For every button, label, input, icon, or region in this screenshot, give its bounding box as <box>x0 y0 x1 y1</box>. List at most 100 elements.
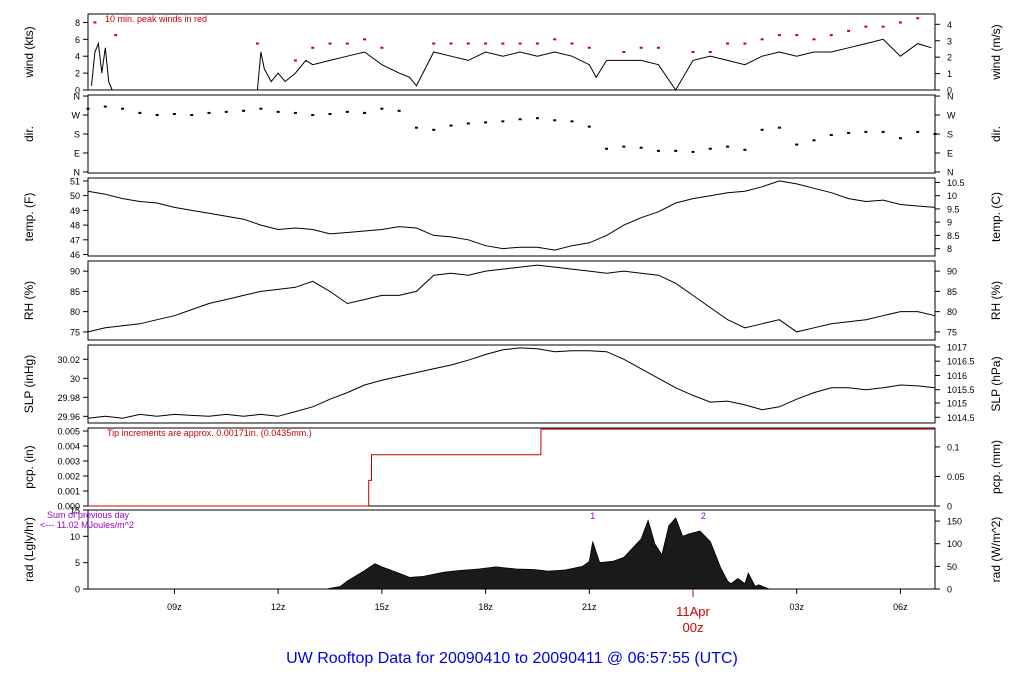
direction-point <box>86 107 90 110</box>
y-right-tick-label: 1016 <box>947 371 967 381</box>
direction-point <box>760 128 764 131</box>
direction-point <box>795 143 799 146</box>
y-tick-label: 29.98 <box>57 393 80 403</box>
y-tick-label: 0.000 <box>57 502 80 512</box>
direction-point <box>847 131 851 134</box>
direction-point <box>622 145 626 148</box>
y-tick-label: W <box>72 111 81 121</box>
panel-frame-temp <box>87 177 936 257</box>
peak-wind-point <box>570 42 574 45</box>
y-right-tick-label: 1015 <box>947 399 967 409</box>
direction-point <box>397 109 401 112</box>
direction-point <box>155 114 159 117</box>
y-right-tick-label: 9.5 <box>947 204 960 214</box>
direction-point <box>484 121 488 124</box>
series-line-pcp <box>88 428 935 507</box>
direction-point <box>121 107 125 110</box>
chart-title: UW Rooftop Data for 20090410 to 20090411… <box>286 650 738 667</box>
direction-point <box>933 133 937 135</box>
direction-point <box>656 149 660 152</box>
y-tick-label: N <box>74 92 81 102</box>
peak-wind-point <box>760 38 764 41</box>
peak-wind-point <box>432 42 436 45</box>
direction-point <box>535 117 539 120</box>
direction-point <box>864 130 868 133</box>
y-right-tick-label: 1 <box>947 69 952 79</box>
y-tick-label: 15 <box>70 506 80 516</box>
peak-wind-point <box>743 42 747 45</box>
y-right-tick-label: 150 <box>947 517 962 527</box>
direction-point <box>363 111 367 114</box>
y-right-tick-label: 10.5 <box>947 178 965 188</box>
y-right-tick-label: N <box>947 92 954 102</box>
peak-wind-point <box>795 34 799 37</box>
y-right-tick-label: 0 <box>947 86 952 96</box>
peak-wind-point <box>916 17 920 20</box>
y-tick-label: 29.96 <box>57 412 80 422</box>
peak-wind-point <box>777 34 781 37</box>
peak-wind-point <box>812 38 816 41</box>
peak-wind-point <box>466 42 470 45</box>
peak-wind-point <box>518 42 522 45</box>
y-right-tick-label: 3 <box>947 36 952 46</box>
direction-point <box>916 130 920 133</box>
direction-point <box>829 134 833 137</box>
y-right-tick-label: N <box>947 167 954 177</box>
y-right-tick-label: 0.05 <box>947 472 965 482</box>
x-tick-label: 06z <box>893 602 908 612</box>
y-axis-label-right-temp: temp. (C) <box>989 192 1003 242</box>
direction-point <box>190 114 194 117</box>
y-tick-label: 5 <box>75 558 80 568</box>
y-axis-label-right-rh: RH (%) <box>989 281 1003 320</box>
direction-point <box>743 148 747 151</box>
direction-point <box>466 122 470 125</box>
direction-point <box>605 147 609 150</box>
y-axis-label-slp: SLP (inHg) <box>22 355 36 413</box>
peak-wind-point <box>622 51 626 53</box>
y-tick-label: 0.002 <box>57 472 80 482</box>
series-line-temp <box>87 180 936 251</box>
y-axis-label-temp: temp. (F) <box>22 193 36 242</box>
peak-wind-point <box>363 38 367 41</box>
direction-point <box>328 112 332 115</box>
y-tick-label: 48 <box>70 221 80 231</box>
y-tick-label: 0.001 <box>57 487 80 497</box>
direction-point <box>691 150 695 153</box>
peak-wind-point <box>449 42 453 45</box>
y-right-tick-label: 100 <box>947 539 962 549</box>
rad-note-line: Sum of previous day <box>47 510 130 520</box>
y-right-tick-label: 4 <box>947 20 952 30</box>
y-right-tick-label: 75 <box>947 327 957 337</box>
x-tick-label: 12z <box>271 602 286 612</box>
y-tick-label: 46 <box>70 250 80 260</box>
y-axis-label-pcp: pcp. (in) <box>22 445 36 488</box>
y-right-tick-label: 1016.5 <box>947 357 975 367</box>
peak-wind-point <box>898 21 902 24</box>
peak-wind-point <box>881 25 885 28</box>
y-tick-label: 0 <box>75 585 80 595</box>
y-axis-label-right-wind: wind (m/s) <box>989 24 1003 80</box>
y-right-tick-label: 8 <box>947 244 952 254</box>
peak-wind-point <box>847 29 851 32</box>
y-tick-label: 6 <box>75 35 80 45</box>
peak-wind-point <box>484 42 488 45</box>
y-axis-label-right-pcp: pcp. (mm) <box>989 440 1003 494</box>
direction-point <box>518 118 522 121</box>
y-tick-label: 85 <box>70 287 80 297</box>
direction-point <box>276 110 280 113</box>
panel-note-pcp: Tip increments are approx. 0.00171in. (0… <box>107 428 312 438</box>
y-tick-label: 2 <box>75 69 80 79</box>
panel-frame-slp <box>87 344 936 424</box>
peak-wind-point <box>380 46 384 49</box>
direction-point <box>639 146 643 149</box>
peak-wind-point <box>328 42 332 45</box>
rad-marker-2: 2 <box>701 511 706 521</box>
midnight-label: 00z <box>683 620 704 635</box>
series-line-slp <box>87 347 936 419</box>
direction-point <box>224 110 228 113</box>
y-axis-label-wind: wind (kts) <box>22 26 36 78</box>
direction-point <box>293 111 297 114</box>
series-line-rh <box>87 264 936 333</box>
y-right-tick-label: 2 <box>947 53 952 63</box>
